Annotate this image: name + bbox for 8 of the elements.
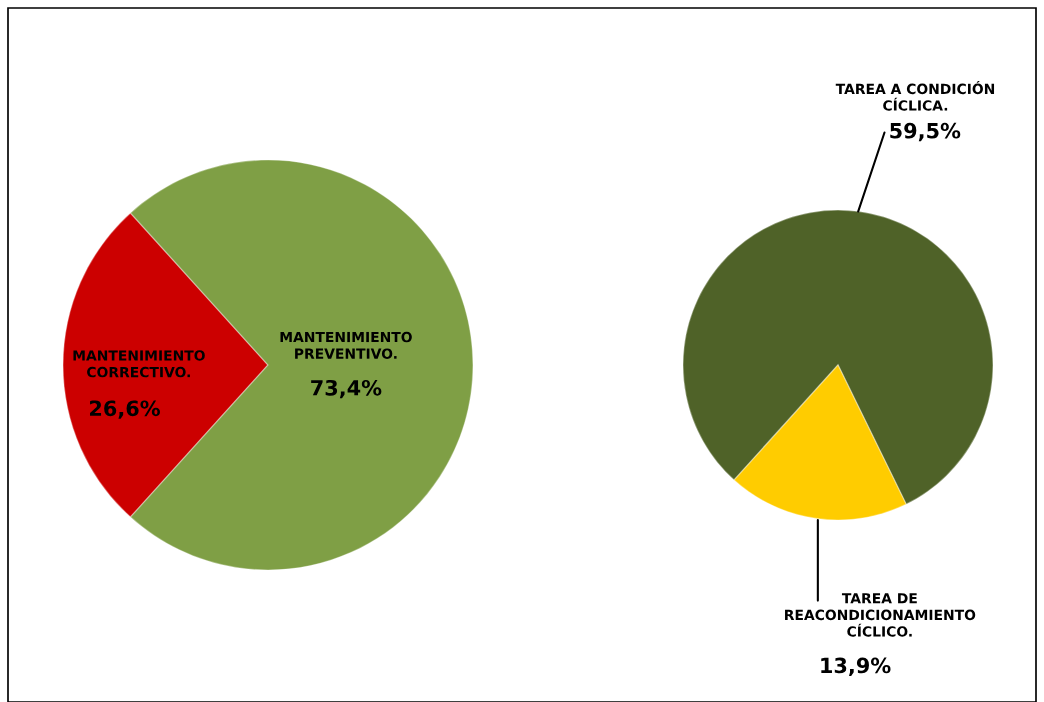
slice-label: TAREA A CONDICIÓN CÍCLICA. bbox=[835, 81, 995, 111]
slice-label: MANTENIMIENTO PREVENTIVO. bbox=[280, 331, 412, 359]
data-label: 73,4% bbox=[311, 379, 382, 399]
slice-label: MANTENIMIENTO CORRECTIVO. bbox=[73, 350, 205, 378]
data-label: 26,6% bbox=[90, 400, 160, 419]
data-label: 13,9% bbox=[821, 657, 891, 676]
slice-label: TAREA DE REACONDICIONAMIENTO CÍCLICO. bbox=[785, 593, 976, 637]
data-label: 59,5% bbox=[890, 122, 961, 142]
